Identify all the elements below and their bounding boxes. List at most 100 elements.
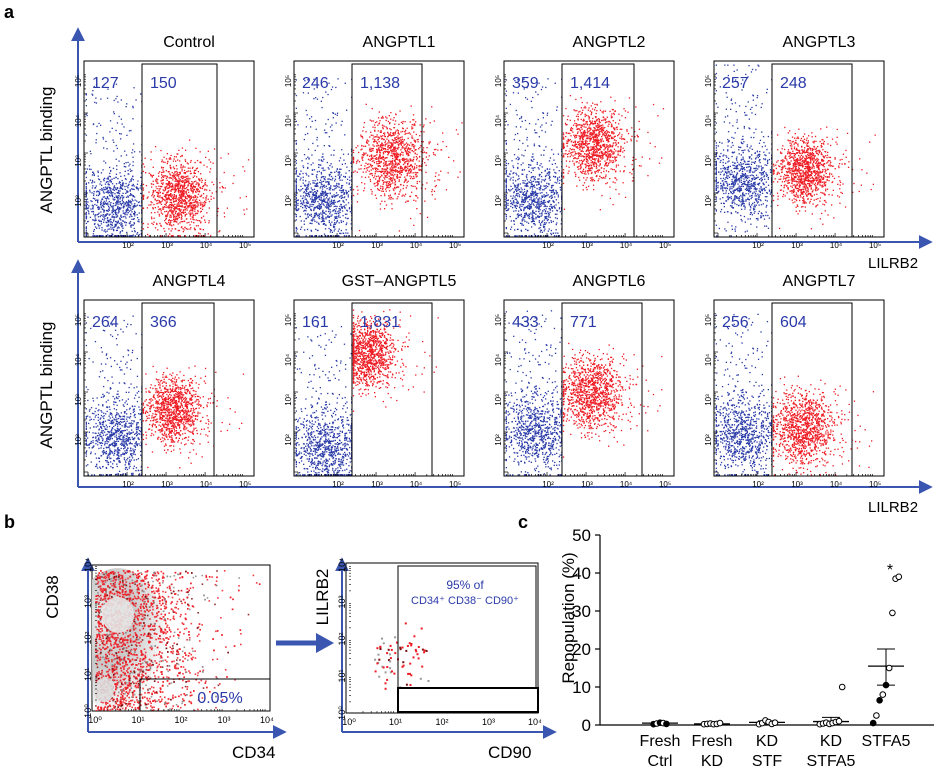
facs-plot-6: GST–ANGPTL5 161 1,831 10² 10² 10³ 10³ 10⁴ 10⁴ 10⁵… [284, 273, 465, 489]
facs-x-tick-label: 10³ [791, 241, 803, 250]
facs-y-tick-label: 10⁴ [74, 353, 83, 366]
facs-count-positive: 366 [150, 314, 177, 331]
panel-label-a: a [4, 2, 15, 22]
facs-x-tick-label: 10⁵ [869, 480, 881, 489]
facs-x-tick-label: 10³ [371, 241, 383, 250]
facs-plot-dots [295, 78, 463, 237]
panel-c-data-point [869, 719, 877, 727]
facs-x-tick-label: 10⁵ [449, 480, 461, 489]
panel-b-left-density [92, 568, 261, 711]
panel-c: Repopulation (%) 0 10 20 30 40 50 Fresh Ctrl Fre… [559, 526, 934, 770]
x-tick-label: 10¹ [131, 715, 144, 725]
facs-y-tick-label: 10⁵ [284, 75, 293, 87]
facs-plot-dots [505, 78, 665, 237]
facs-plot-ticks: 10² 10² 10³ 10³ 10⁴ 10⁴ 10⁵ 10⁵ [284, 74, 461, 250]
panel-c-significance-mark: * [887, 562, 893, 579]
facs-x-tick-label: 10⁴ [620, 480, 633, 489]
facs-plot-dots [85, 83, 250, 237]
panel-c-data-point [663, 720, 670, 728]
panel-c-data-point [879, 691, 887, 698]
panel-c-data-point [882, 681, 890, 689]
facs-count-positive: 1,138 [360, 75, 400, 92]
facs-x-tick-label: 10⁵ [659, 480, 671, 489]
panel-c-category-label: STF [752, 753, 782, 770]
panel-b: 0.05% CD38 CD34 10⁰10⁰10¹10¹10²10²10³10³… [43, 557, 557, 762]
facs-x-tick-label: 10³ [581, 241, 593, 250]
panel-a-row1-y-label: ANGPTL binding [37, 87, 56, 214]
facs-y-tick-label: 10⁴ [704, 114, 713, 127]
y-tick-label: 10³ [83, 595, 93, 608]
panel-c-category-label: Ctrl [648, 753, 673, 770]
y-tick-label: 10⁴ [337, 558, 347, 572]
facs-y-tick-label: 10⁵ [494, 75, 503, 87]
facs-y-tick-label: 10⁵ [704, 75, 713, 87]
facs-count-negative: 246 [302, 75, 329, 92]
panel-c-category-label: KD [820, 733, 842, 750]
facs-x-tick-label: 10² [332, 480, 344, 489]
facs-y-tick-label: 10⁵ [284, 314, 293, 326]
panel-c-data-point [716, 719, 724, 727]
panel-a-row1-x-label: LILRB2 [868, 255, 918, 272]
facs-y-tick-label: 10⁴ [494, 114, 503, 127]
panel-label-c: c [518, 512, 528, 532]
facs-count-positive: 771 [570, 314, 597, 331]
facs-x-tick-label: 10² [752, 241, 764, 250]
panel-a-row2-x-label: LILRB2 [868, 499, 918, 516]
facs-plot-ticks: 10² 10² 10³ 10³ 10⁴ 10⁴ 10⁵ 10⁵ [74, 74, 251, 250]
facs-y-tick-label: 10² [284, 195, 293, 207]
panel-c-y-tick-label: 20 [572, 640, 591, 659]
facs-y-tick-label: 10³ [704, 394, 713, 406]
facs-x-tick-label: 10² [122, 480, 134, 489]
facs-y-tick-label: 10³ [74, 155, 83, 167]
facs-count-positive: 604 [780, 314, 807, 331]
facs-x-tick-label: 10⁵ [449, 241, 461, 250]
facs-plot-ticks: 10² 10² 10³ 10³ 10⁴ 10⁴ 10⁵ 10⁵ [494, 313, 671, 489]
y-tick-label: 10² [337, 632, 347, 645]
facs-x-tick-label: 10⁴ [200, 480, 213, 489]
facs-plot-title: ANGPTL4 [153, 273, 226, 290]
facs-y-tick-label: 10² [704, 434, 713, 446]
panel-b-right-gate-line1: 95% of [446, 578, 484, 592]
facs-x-tick-label: 10² [122, 241, 134, 250]
facs-plot-1: Control 127 150 10² 10² 10³ 10³ 10⁴ 10⁴ 10⁵ 10⁵ [74, 34, 255, 250]
facs-plot-7: ANGPTL6 433 771 10² 10² 10³ 10³ 10⁴ 10⁴ 10⁵ 10⁵ [494, 273, 675, 489]
facs-y-tick-label: 10² [74, 195, 83, 207]
facs-positive-gate [561, 302, 643, 477]
panel-c-category-label: KD [756, 733, 778, 750]
y-tick-label: 10¹ [337, 669, 347, 682]
facs-x-tick-label: 10⁴ [410, 241, 423, 250]
panel-label-b: b [4, 512, 15, 532]
facs-x-tick-label: 10⁵ [869, 241, 881, 250]
facs-plot-title: Control [163, 34, 215, 51]
panel-c-data-point [889, 609, 896, 617]
facs-plot-ticks: 10² 10² 10³ 10³ 10⁴ 10⁴ 10⁵ 10⁵ [704, 74, 881, 250]
x-tick-label: 10² [435, 717, 448, 727]
y-tick-label: 10² [83, 631, 93, 644]
x-tick-label: 10³ [482, 717, 495, 727]
facs-plot-dots [505, 310, 663, 476]
facs-positive-gate [771, 63, 853, 238]
x-tick-label: 10² [174, 715, 187, 725]
facs-positive-gate [141, 63, 218, 238]
panel-b-left-y-label: CD38 [43, 575, 62, 618]
facs-x-tick-label: 10⁴ [830, 480, 843, 489]
panel-c-category-label: Fresh [692, 733, 733, 750]
panel-a: ANGPTL binding ANGPTL binding LILRB2 LIL… [37, 27, 933, 516]
facs-count-negative: 161 [302, 314, 329, 331]
facs-y-tick-label: 10³ [74, 394, 83, 406]
density-cloud [92, 568, 261, 711]
facs-x-tick-label: 10⁴ [410, 480, 423, 489]
facs-x-tick-label: 10⁵ [659, 241, 671, 250]
panel-c-category-label: KD [701, 753, 723, 770]
facs-y-tick-label: 10³ [704, 155, 713, 167]
facs-y-tick-label: 10⁴ [284, 353, 293, 366]
facs-count-negative: 127 [92, 75, 119, 92]
facs-x-tick-label: 10⁵ [239, 241, 251, 250]
facs-y-tick-label: 10⁵ [494, 314, 503, 326]
panel-c-y-tick-label: 10 [572, 678, 591, 697]
facs-plot-4: ANGPTL3 257 248 10² 10² 10³ 10³ 10⁴ 10⁴ 10⁵ 10⁵ [704, 34, 885, 250]
facs-count-negative: 256 [722, 314, 749, 331]
